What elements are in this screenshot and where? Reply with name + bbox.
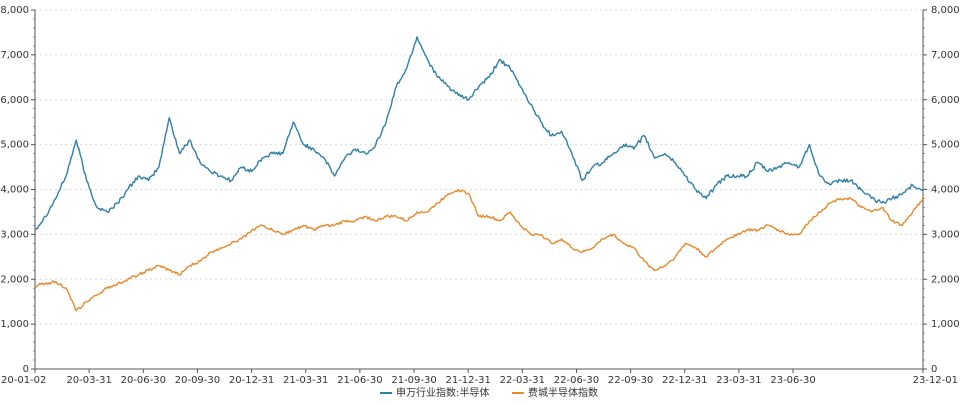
x-tick-label: 21-09-30 bbox=[391, 375, 436, 386]
gridlines bbox=[35, 9, 923, 325]
series-line-1 bbox=[34, 36, 924, 231]
y-tick-label-right: 4,000 bbox=[931, 185, 960, 196]
x-tick-label: 22-09-30 bbox=[608, 375, 653, 386]
y-tick-label-left: 4,000 bbox=[0, 185, 29, 196]
y-tick-label-left: 0 bbox=[23, 364, 29, 375]
x-tick-label: 20-09-30 bbox=[175, 375, 220, 386]
y-tick-label-right: 3,000 bbox=[931, 229, 960, 240]
legend-label-2: 费城半导体指数 bbox=[528, 386, 598, 399]
x-tick-label: 20-12-31 bbox=[229, 375, 274, 386]
x-tick-label: 20-01-02 bbox=[1, 375, 46, 386]
y-tick-label-left: 2,000 bbox=[0, 274, 29, 285]
y-tick-label-left: 8,000 bbox=[0, 5, 29, 16]
x-tick-label: 20-06-30 bbox=[121, 375, 166, 386]
x-tick-label: 22-06-30 bbox=[554, 375, 599, 386]
y-tick-label-right: 5,000 bbox=[931, 140, 960, 151]
x-tick-label: 21-12-31 bbox=[445, 375, 490, 386]
y-tick-label-right: 1,000 bbox=[931, 319, 960, 330]
legend-label-1: 申万行业指数:半导体 bbox=[396, 386, 489, 399]
x-tick-label: 22-03-31 bbox=[500, 375, 545, 386]
axes: 0 0 1,000 1,000 2,000 2,000 3,000 3,000 4,000 4,0… bbox=[0, 5, 959, 386]
x-tick-label: 20-03-31 bbox=[66, 375, 111, 386]
y-tick-label-right: 6,000 bbox=[931, 95, 960, 106]
y-tick-label-left: 6,000 bbox=[0, 95, 29, 106]
y-tick-label-left: 3,000 bbox=[0, 229, 29, 240]
x-tick-label: 23-12-01 bbox=[913, 375, 958, 386]
series-lines bbox=[34, 36, 924, 312]
series-line-2 bbox=[34, 188, 924, 312]
y-tick-label-left: 5,000 bbox=[0, 140, 29, 151]
x-tick-label: 23-03-31 bbox=[716, 375, 761, 386]
y-tick-label-right: 8,000 bbox=[931, 5, 960, 16]
x-tick-label: 21-03-31 bbox=[283, 375, 328, 386]
x-tick-label: 22-12-31 bbox=[662, 375, 707, 386]
y-tick-label-left: 7,000 bbox=[0, 50, 29, 61]
y-tick-label-right: 0 bbox=[931, 364, 937, 375]
x-tick-label: 23-06-30 bbox=[770, 375, 815, 386]
x-tick-label: 21-06-30 bbox=[337, 375, 382, 386]
legend: 申万行业指数:半导体 费城半导体指数 bbox=[380, 386, 598, 399]
y-tick-label-right: 2,000 bbox=[931, 274, 960, 285]
y-tick-label-left: 1,000 bbox=[0, 319, 29, 330]
y-tick-label-right: 7,000 bbox=[931, 50, 960, 61]
